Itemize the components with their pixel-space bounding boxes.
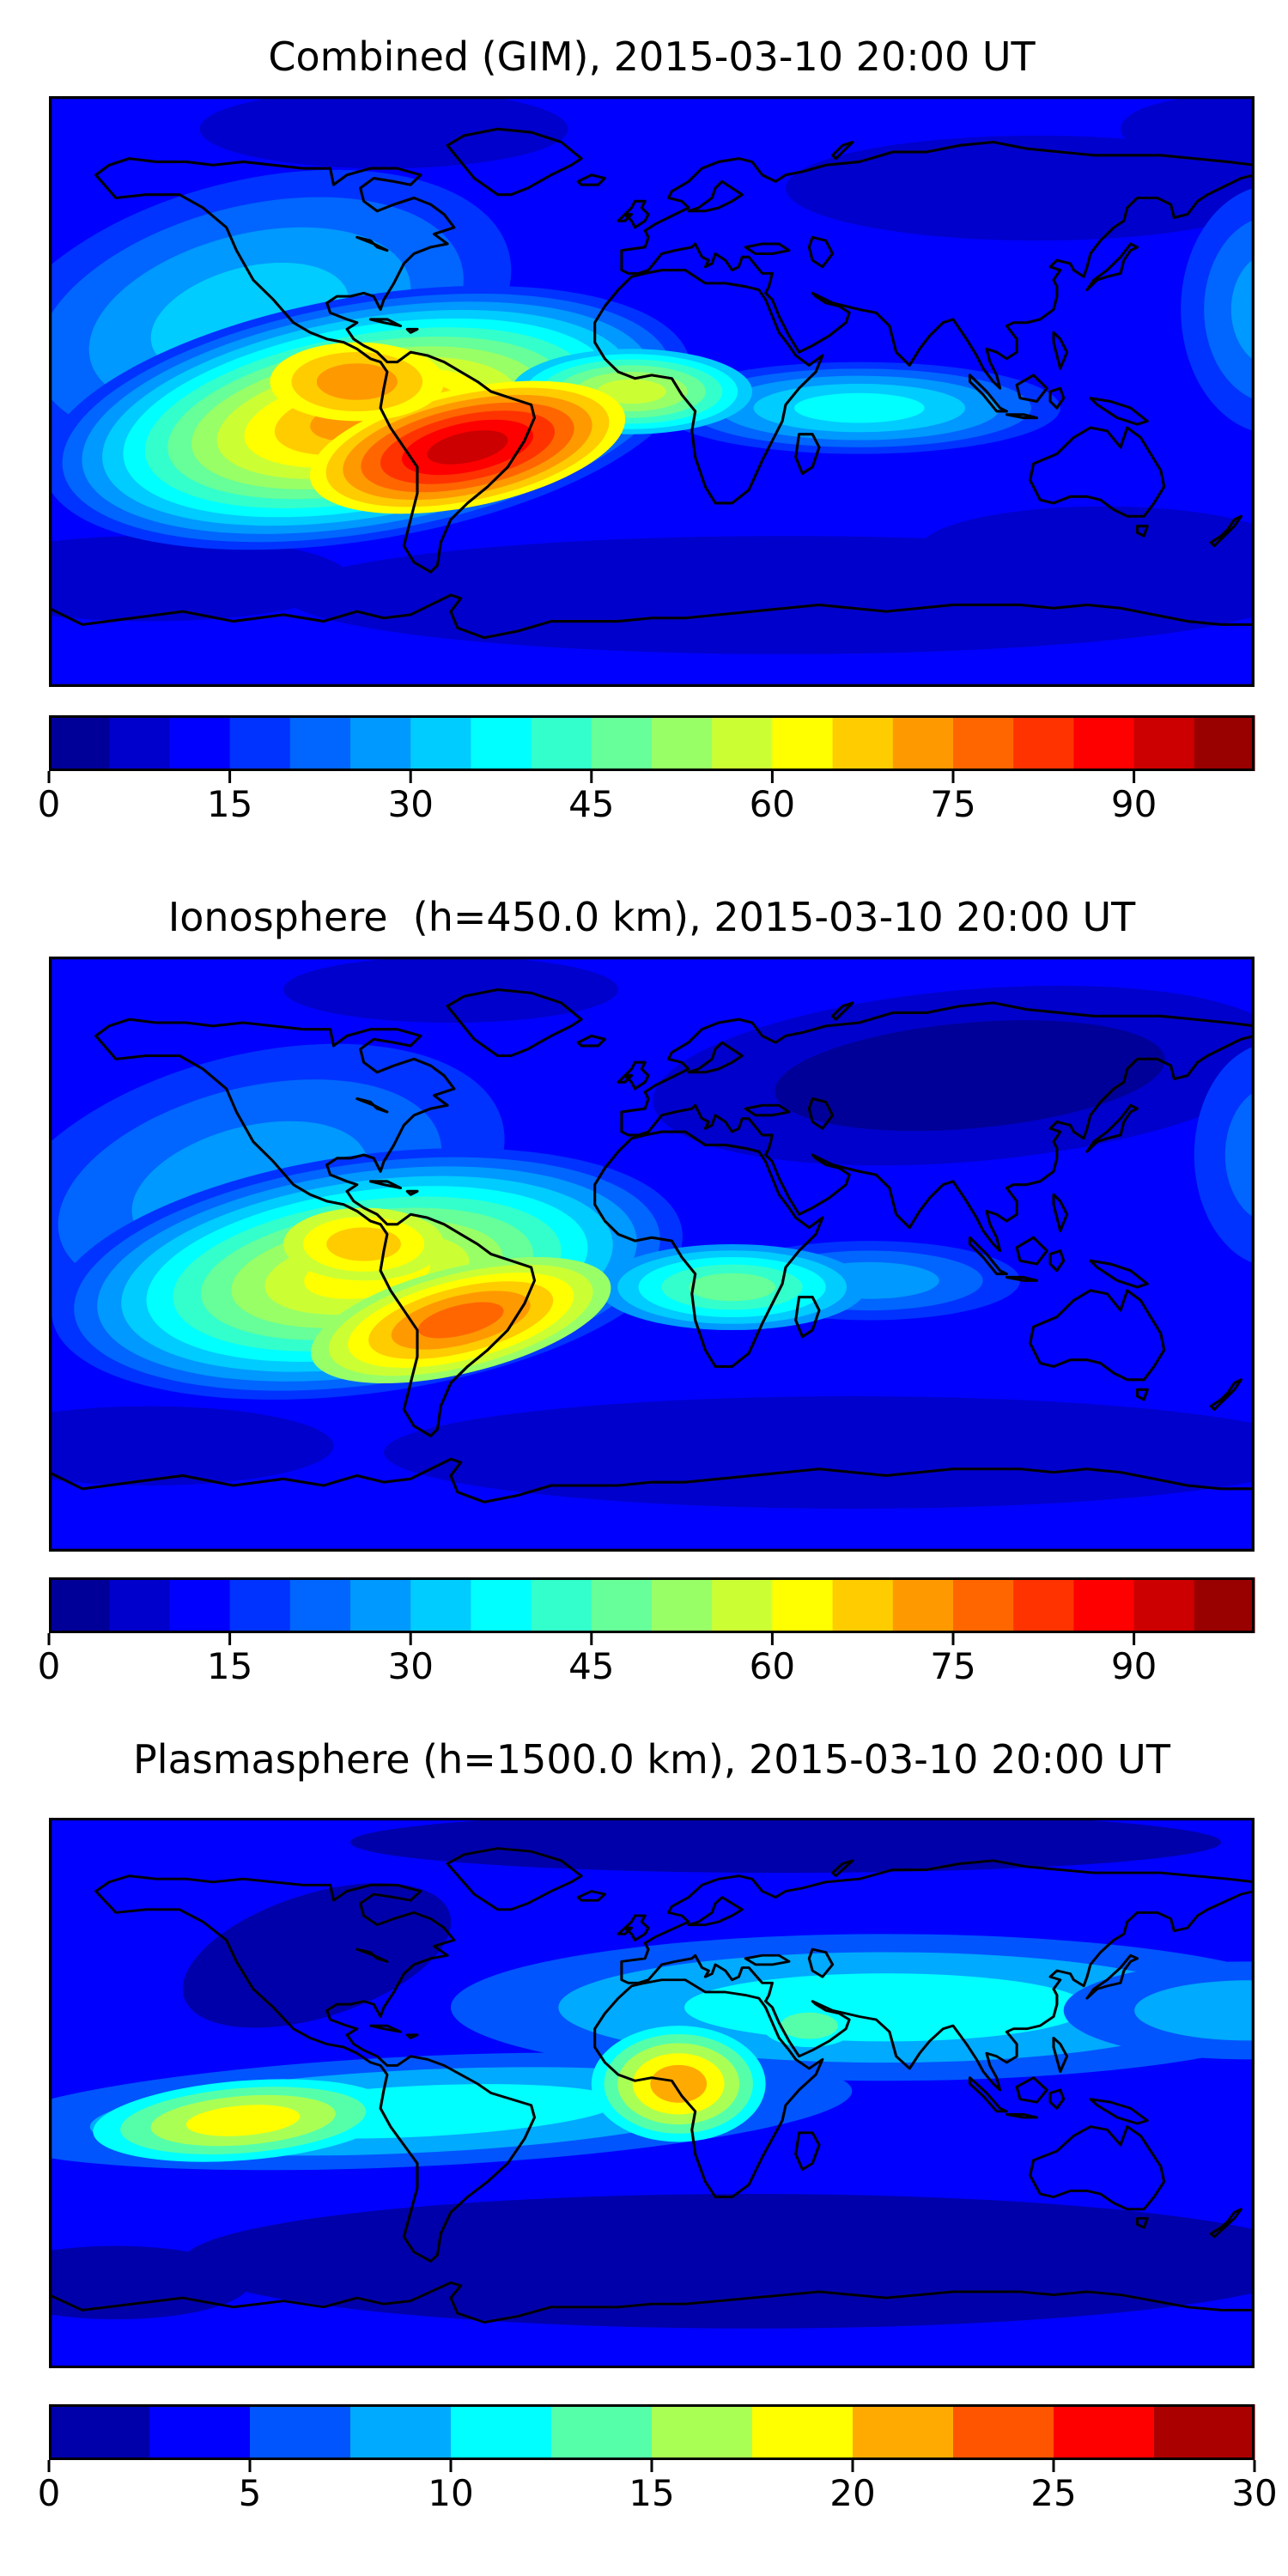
svg-text:0: 0 (38, 1645, 61, 1687)
svg-text:25: 25 (1030, 2472, 1076, 2514)
svg-text:60: 60 (750, 1645, 795, 1687)
svg-text:5: 5 (239, 2472, 262, 2514)
svg-text:0: 0 (38, 783, 61, 825)
panel-title-combined: Combined (GIM), 2015-03-10 20:00 UT (268, 33, 1036, 80)
svg-text:75: 75 (930, 1645, 975, 1687)
panel-plasmasphere: Plasmasphere (h=1500.0 km), 2015-03-10 2… (0, 1735, 1288, 2520)
figure-canvas: { "figure": { "width_px": 1500, "height_… (0, 33, 1288, 2520)
panel-title-ionosphere: Ionosphere (h=450.0 km), 2015-03-10 20:0… (167, 894, 1136, 940)
svg-text:90: 90 (1111, 783, 1157, 825)
combined-tec-map (49, 96, 1255, 687)
svg-text:45: 45 (568, 783, 614, 825)
ionosphere-colorbar: 0 15 30 45 60 75 90 (38, 1577, 1255, 1687)
plasmasphere-tec-map (49, 1818, 1255, 2368)
panel-title-plasmasphere: Plasmasphere (h=1500.0 km), 2015-03-10 2… (133, 1736, 1170, 1783)
plasmasphere-colorbar: 0 5 10 15 20 25 30 (38, 2404, 1278, 2514)
svg-text:60: 60 (750, 783, 795, 825)
combined-colorbar: 0 15 30 45 60 75 90 (38, 715, 1255, 825)
svg-text:15: 15 (207, 1645, 252, 1687)
svg-text:20: 20 (829, 2472, 875, 2514)
svg-text:30: 30 (1231, 2472, 1277, 2514)
svg-text:75: 75 (930, 783, 975, 825)
svg-text:10: 10 (428, 2472, 473, 2514)
svg-text:15: 15 (207, 783, 252, 825)
svg-text:30: 30 (387, 783, 433, 825)
svg-text:30: 30 (387, 1645, 433, 1687)
svg-text:0: 0 (38, 2472, 61, 2514)
svg-text:15: 15 (629, 2472, 674, 2514)
ionosphere-tec-map (49, 957, 1255, 1552)
panel-combined: Combined (GIM), 2015-03-10 20:00 UT 0 15 3… (0, 33, 1288, 831)
panel-ionosphere: Ionosphere (h=450.0 km), 2015-03-10 20:0… (0, 893, 1288, 1693)
svg-text:45: 45 (568, 1645, 614, 1687)
svg-text:90: 90 (1111, 1645, 1157, 1687)
